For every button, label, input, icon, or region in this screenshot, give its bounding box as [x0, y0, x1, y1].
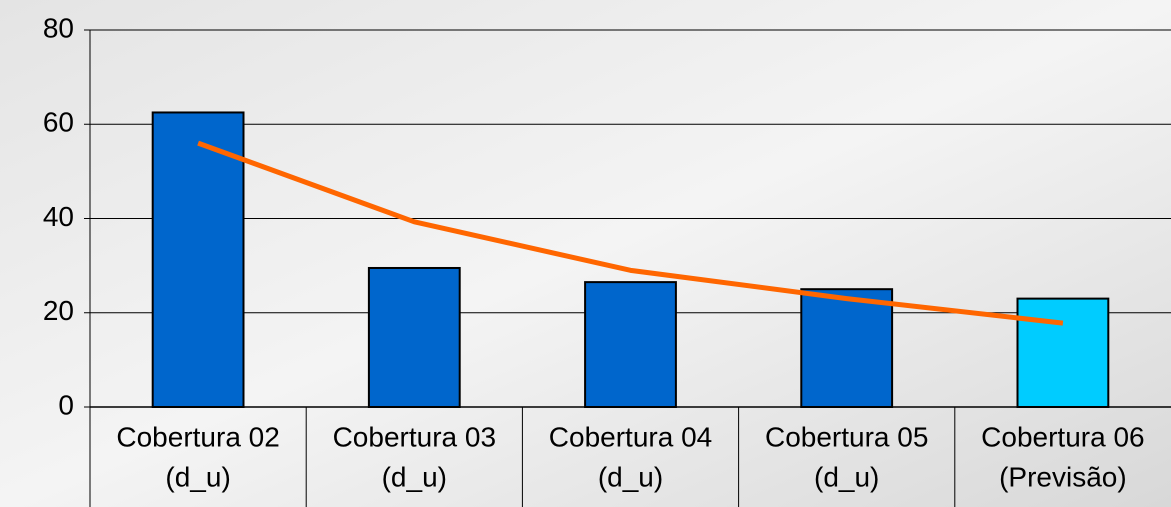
y-tick-label: 80	[43, 12, 74, 43]
y-tick-label: 20	[43, 295, 74, 326]
x-tick-label: (d_u)	[382, 461, 447, 492]
bar	[367, 266, 461, 409]
x-tick-label: Cobertura 06	[981, 421, 1144, 452]
y-tick-label: 60	[43, 107, 74, 138]
x-tick-label: (Previsão)	[999, 461, 1127, 492]
bar	[800, 288, 894, 408]
x-tick-label: Cobertura 04	[549, 421, 712, 452]
y-tick-label: 40	[43, 201, 74, 232]
x-tick-label: Cobertura 02	[116, 421, 279, 452]
x-tick-label: Cobertura 03	[333, 421, 496, 452]
bar	[151, 111, 245, 408]
bar	[1016, 297, 1110, 408]
x-tick-label: (d_u)	[598, 461, 663, 492]
x-tick-label: (d_u)	[165, 461, 230, 492]
x-tick-label: Cobertura 05	[765, 421, 928, 452]
y-tick-label: 0	[58, 389, 74, 420]
bar	[584, 281, 677, 408]
trend-line	[197, 140, 1064, 326]
x-tick-label: (d_u)	[814, 461, 879, 492]
